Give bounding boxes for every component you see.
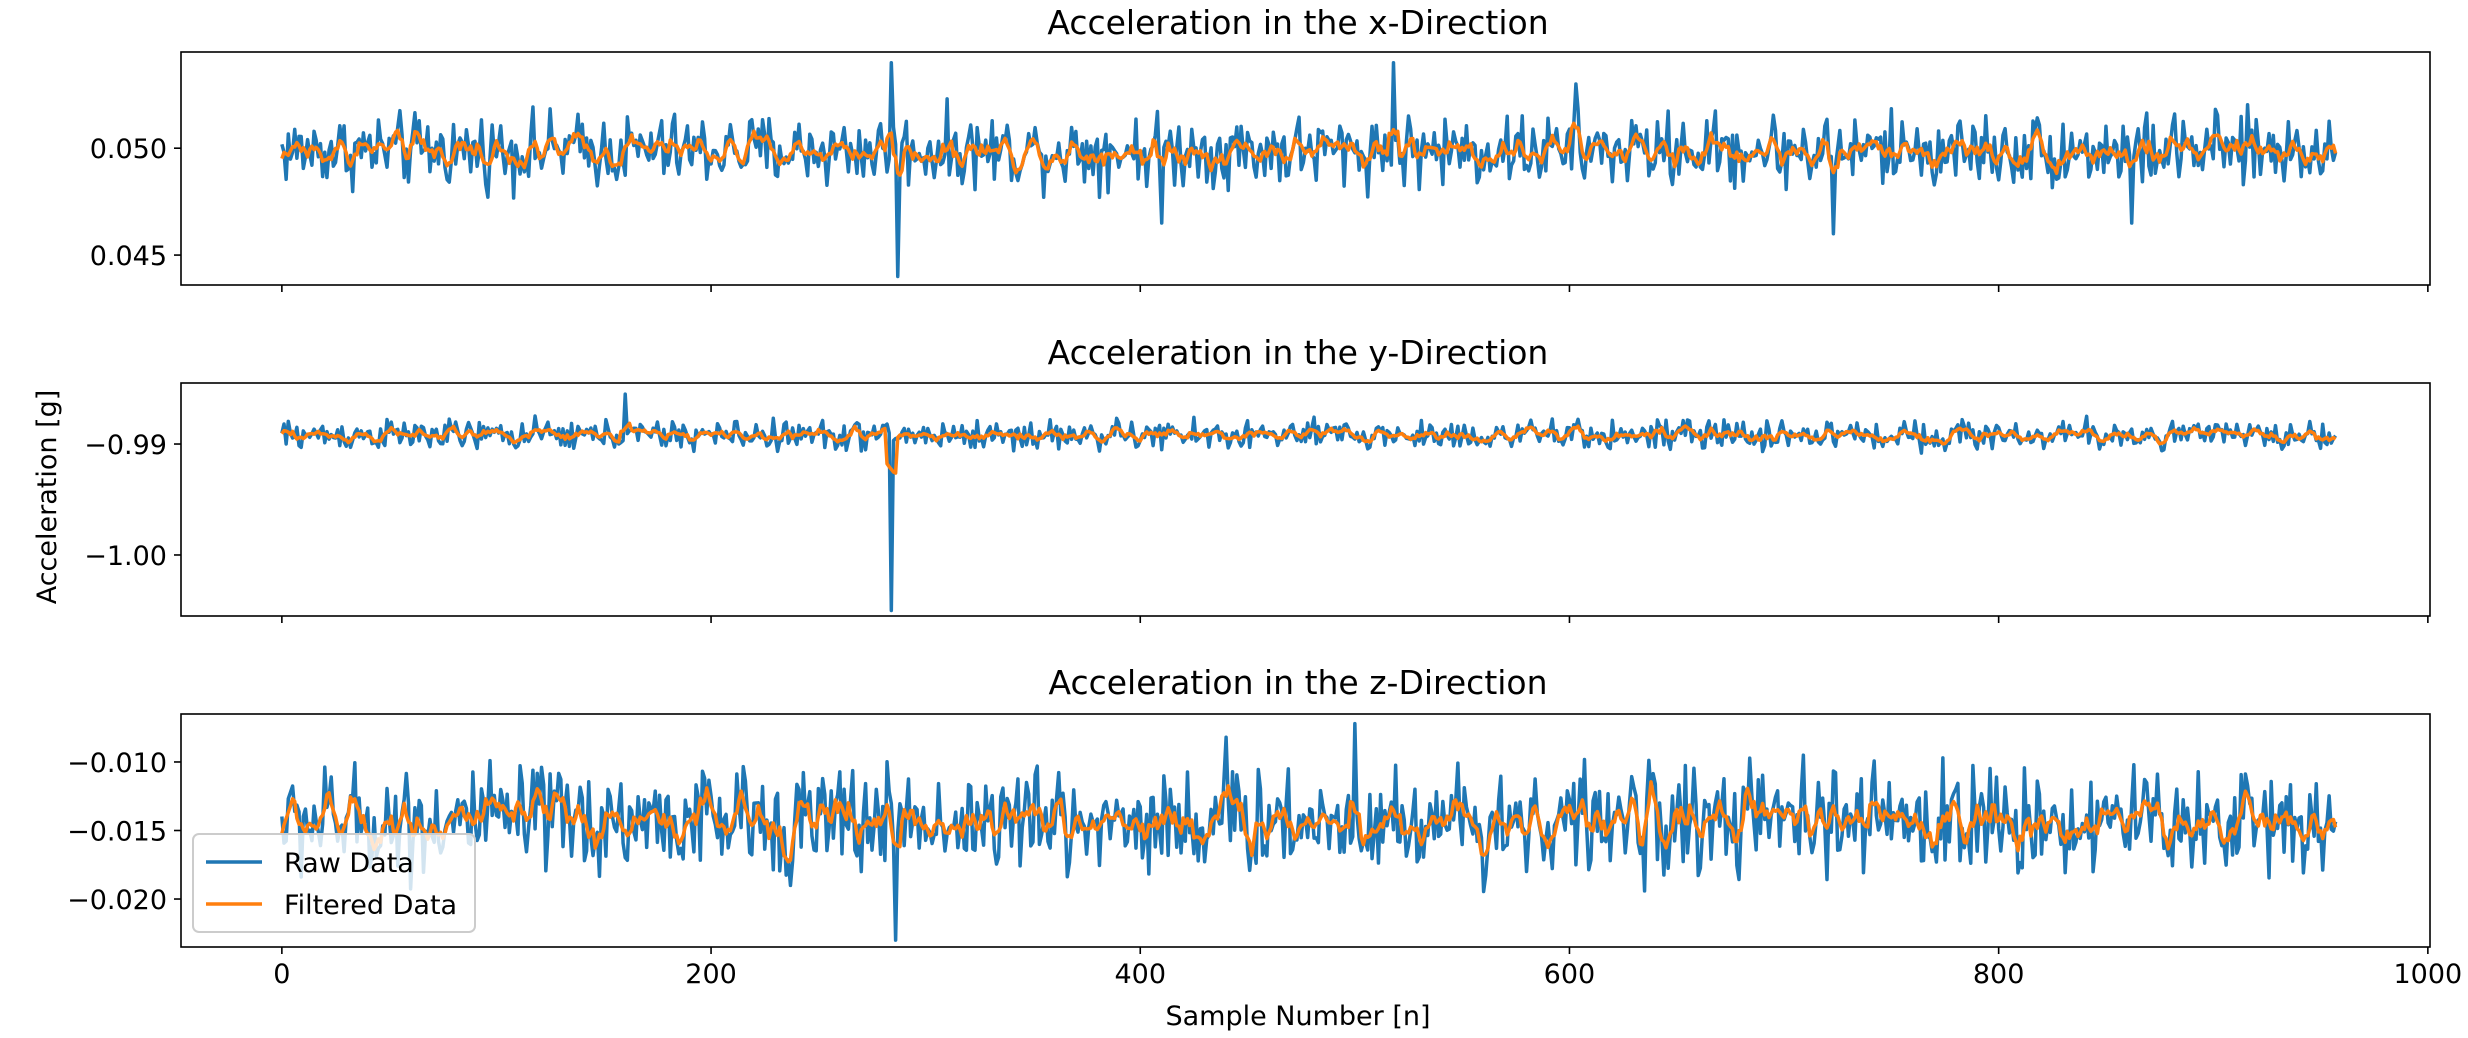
filtered-data-line-y (280, 421, 2337, 475)
legend-label-raw: Raw Data (284, 848, 414, 879)
legend-frame (192, 833, 476, 933)
x-axis-label: Sample Number [n] (1165, 1001, 1430, 1032)
legend-label-filtered: Filtered Data (284, 890, 457, 921)
plot-frame-y (180, 382, 2431, 617)
x-tick-label: 600 (1544, 959, 1596, 990)
legend: Raw Data Filtered Data (192, 833, 476, 933)
filtered-data-line-z (280, 780, 2338, 864)
filtered-data-line-x (280, 121, 2338, 177)
y-tick-label-y: −1.00 (84, 541, 167, 572)
x-tick-label: 400 (1114, 959, 1166, 990)
panel-y: −1.00 −0.99 (84, 382, 2431, 623)
x-tick-label: 200 (685, 959, 737, 990)
raw-data-line-y (280, 392, 2337, 613)
x-tick-label: 800 (1973, 959, 2025, 990)
panel-title-z: Acceleration in the z-Direction (1048, 663, 1547, 702)
panel-z: 0 200 400 600 800 1000 −0.020 −0.015 −0.010 (67, 713, 2462, 990)
y-axis-label: Acceleration [g] (32, 390, 63, 605)
y-tick-label-z: −0.020 (67, 885, 167, 916)
plot-frame-x (180, 51, 2431, 286)
y-tick-label-x: 0.045 (90, 241, 167, 272)
panel-title-x: Acceleration in the x-Direction (1047, 3, 1548, 42)
y-tick-label-z: −0.010 (67, 748, 167, 779)
panel-x: 0.045 0.050 (90, 51, 2431, 292)
y-tick-label-x: 0.050 (90, 134, 167, 165)
x-tick-label: 1000 (2393, 959, 2462, 990)
panel-title-y: Acceleration in the y-Direction (1048, 333, 1549, 372)
raw-data-line-x (280, 60, 2338, 279)
y-tick-label-z: −0.015 (67, 817, 167, 848)
y-tick-label-y: −0.99 (84, 430, 167, 461)
x-tick-label: 0 (273, 959, 290, 990)
